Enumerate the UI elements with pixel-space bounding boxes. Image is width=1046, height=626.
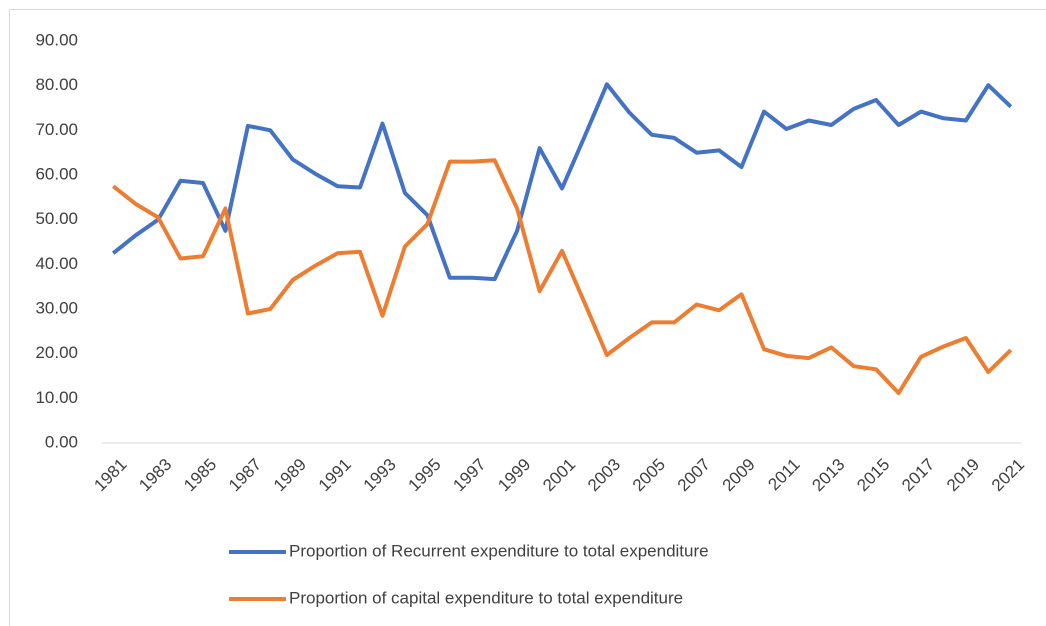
y-tick-label: 70.00 [35,120,78,139]
y-tick-label: 10.00 [35,388,78,407]
data-line [111,82,1013,282]
data-line [111,158,1013,395]
chart-frame [9,9,1046,626]
y-tick-label: 20.00 [35,343,78,362]
legend-label: Proportion of capital expenditure to tot… [289,588,683,607]
y-tick-label: 50.00 [35,209,78,228]
y-tick-label: 30.00 [35,298,78,317]
y-tick-label: 90.00 [35,30,78,49]
y-tick-label: 80.00 [35,75,78,94]
y-tick-label: 40.00 [35,254,78,273]
y-tick-label: 60.00 [35,164,78,183]
y-tick-label: 0.00 [45,432,78,451]
legend-label: Proportion of Recurrent expenditure to t… [289,541,709,560]
